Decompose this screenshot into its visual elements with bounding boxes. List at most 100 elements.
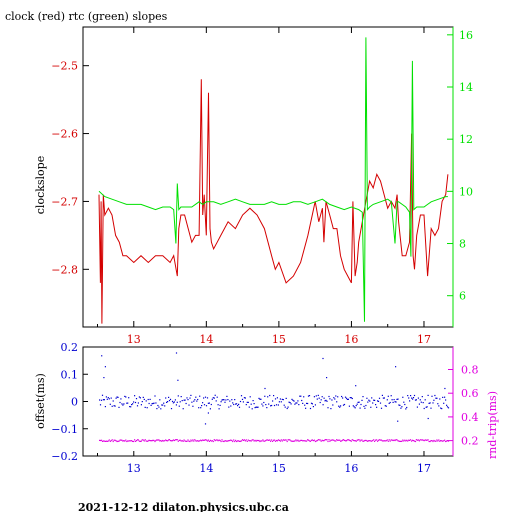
rnd-trip-point <box>186 440 188 442</box>
offset-point <box>406 406 408 409</box>
rnd-trip-point <box>201 440 203 442</box>
bottom-y2-tick-label: 0.4 <box>461 411 479 424</box>
offset-point <box>345 397 348 399</box>
rnd-trip-point <box>359 440 361 442</box>
rnd-trip-point <box>108 439 110 441</box>
rnd-trip-point <box>235 439 237 441</box>
rnd-trip-point <box>298 440 300 442</box>
rnd-trip-point <box>205 439 208 441</box>
rnd-trip-point <box>344 440 347 442</box>
offset-point <box>407 395 409 397</box>
offset-point <box>234 399 236 401</box>
offset-point <box>409 400 411 402</box>
rnd-trip-point <box>419 439 421 441</box>
rnd-trip-point <box>439 440 441 442</box>
rnd-trip-point <box>148 439 150 441</box>
rnd-trip-point <box>273 439 276 441</box>
offset-point <box>268 403 270 405</box>
offset-point <box>307 395 310 397</box>
offset-point <box>223 399 225 401</box>
rnd-trip-point <box>246 440 248 442</box>
offset-point <box>186 397 188 399</box>
offset-point <box>412 398 414 400</box>
rnd-trip-point <box>134 439 136 441</box>
offset-point <box>298 404 300 406</box>
rnd-trip-point <box>291 440 293 442</box>
offset-point <box>163 402 165 404</box>
offset-point <box>282 399 284 401</box>
rnd-trip-point <box>170 440 173 442</box>
rnd-trip-point <box>124 440 126 442</box>
rnd-trip-point <box>234 440 236 443</box>
offset-point <box>445 399 447 401</box>
offset-point <box>433 399 435 401</box>
rnd-trip-point <box>354 440 356 442</box>
offset-point <box>422 402 424 404</box>
rnd-trip-point <box>336 439 338 441</box>
rnd-trip-point <box>332 439 334 441</box>
offset-point <box>339 406 341 408</box>
rnd-trip-point <box>335 440 337 442</box>
offset-point <box>344 396 347 398</box>
offset-point <box>425 406 427 408</box>
offset-point <box>414 399 417 401</box>
offset-point <box>377 400 380 402</box>
offset-point <box>294 403 296 405</box>
rnd-trip-point <box>160 440 162 442</box>
offset-point <box>364 407 366 409</box>
offset-point <box>348 405 350 407</box>
rnd-trip-point <box>257 440 259 442</box>
rnd-trip-point <box>117 440 119 442</box>
rnd-trip-point <box>217 440 219 442</box>
rnd-trip-point <box>141 439 143 441</box>
offset-point <box>275 404 278 406</box>
offset-point <box>107 397 109 399</box>
offset-point <box>242 401 244 403</box>
rnd-trip-point <box>403 440 405 442</box>
rnd-trip-point <box>188 440 190 442</box>
rnd-trip-point <box>430 440 432 442</box>
bottom-panel-marks: 13 14 15 16 17 0.2 0.1 0 −0.1 −0.2 0.8 0.6 0.4 0.2 <box>51 341 478 475</box>
rnd-trip-point <box>299 440 301 442</box>
offset-point <box>172 402 174 404</box>
offset-point <box>182 408 184 410</box>
offset-point <box>142 396 144 398</box>
rnd-trip-point <box>156 439 158 441</box>
rnd-trip-point <box>414 440 417 443</box>
rnd-trip-point <box>111 439 113 441</box>
offset-point <box>376 406 378 408</box>
rnd-trip-point <box>328 439 330 441</box>
rnd-trip-point <box>265 439 267 442</box>
rnd-trip-point <box>390 439 392 441</box>
top-y2-tick-label: 10 <box>459 185 473 198</box>
offset-point <box>168 400 171 402</box>
offset-point <box>276 397 278 399</box>
offset-point <box>439 398 441 400</box>
rnd-trip-point <box>393 439 395 441</box>
rnd-trip-point <box>104 440 106 442</box>
rnd-trip-point <box>426 439 428 441</box>
rnd-trip-point <box>342 439 345 441</box>
rnd-trip-point <box>413 440 416 442</box>
offset-point <box>381 394 383 396</box>
rnd-trip-point <box>159 440 161 442</box>
rnd-trip-point <box>369 440 371 442</box>
offset-point <box>419 399 421 401</box>
offset-outlier-point <box>101 355 103 357</box>
offset-point <box>443 402 445 404</box>
rnd-trip-point <box>212 440 214 443</box>
offset-point <box>273 395 275 397</box>
offset-point <box>148 402 150 405</box>
rnd-trip-point <box>140 440 142 442</box>
top-x-tick-label: 16 <box>344 333 358 346</box>
offset-point <box>413 394 416 397</box>
rnd-trip-point <box>410 439 412 441</box>
rnd-trip-point <box>238 440 241 442</box>
top-x-tick-label: 14 <box>199 333 213 346</box>
rnd-trip-point <box>258 439 260 442</box>
rnd-trip-point <box>260 440 262 442</box>
offset-point <box>159 399 161 401</box>
offset-point <box>137 402 139 404</box>
offset-point <box>395 401 397 403</box>
